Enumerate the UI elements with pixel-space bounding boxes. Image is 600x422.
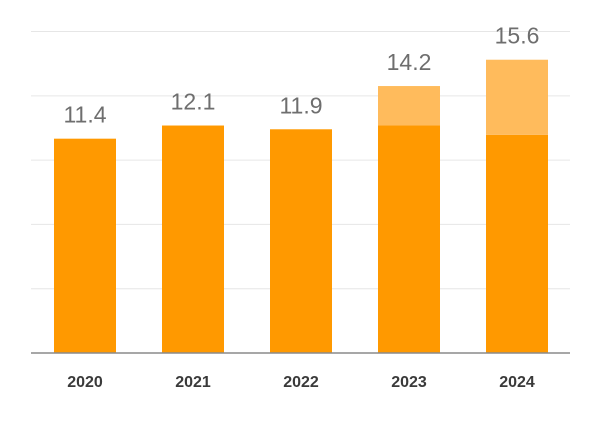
x-tick-label-2022: 2022 <box>283 374 319 391</box>
x-tick-label-2023: 2023 <box>391 374 427 391</box>
bar-2024-segment-2 <box>486 59 548 135</box>
bar-2024-segment-1 <box>486 134 548 353</box>
bar-2023-segment-2 <box>378 86 440 126</box>
data-label-2024: 15.6 <box>495 23 540 49</box>
data-label-2023: 14.2 <box>387 49 432 75</box>
bar-2020-segment-1 <box>54 138 116 353</box>
x-tick-label-2024: 2024 <box>499 374 535 391</box>
bar-2022-segment-1 <box>270 129 332 353</box>
data-label-2020: 11.4 <box>63 102 106 128</box>
bar-2023-segment-1 <box>378 125 440 354</box>
x-tick-label-2020: 2020 <box>67 374 103 391</box>
data-label-2021: 12.1 <box>171 89 216 115</box>
bar-2021-segment-1 <box>162 125 224 354</box>
x-tick-label-2021: 2021 <box>175 374 211 391</box>
total-labels: 11.4 12.1 11.9 14.2 15.6 <box>63 23 539 128</box>
x-axis-tick-labels: 2020 2021 2022 2023 2024 <box>67 374 535 391</box>
bars <box>54 59 548 354</box>
data-label-2022: 11.9 <box>279 92 322 118</box>
